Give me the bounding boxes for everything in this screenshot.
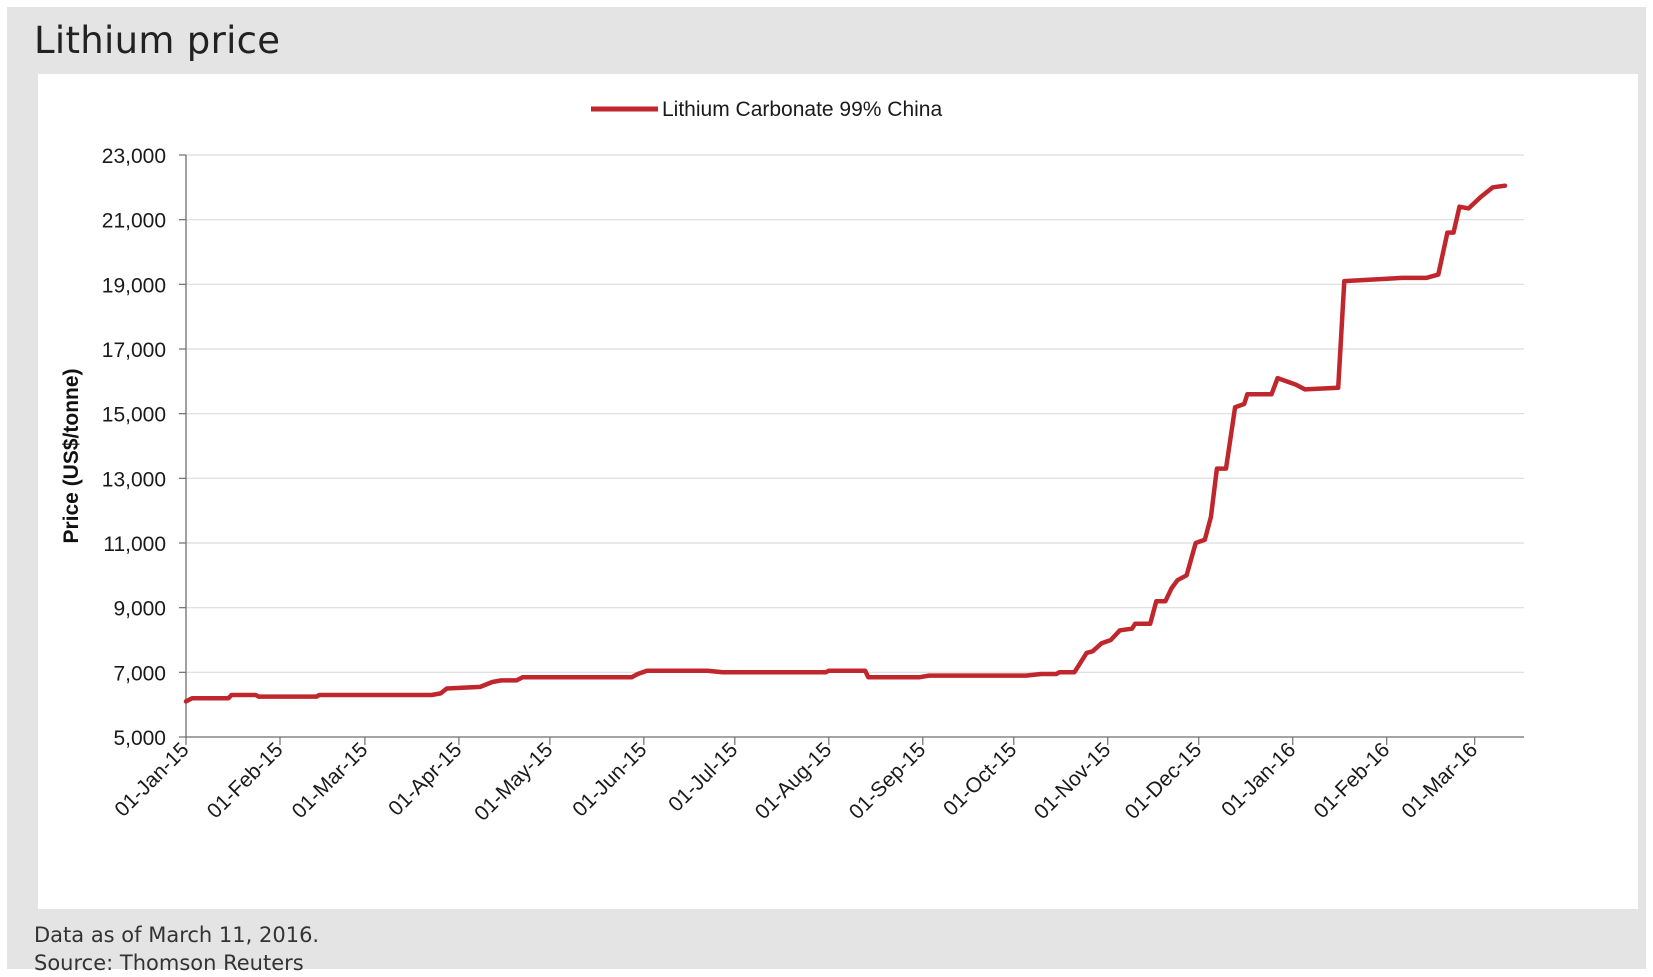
- x-tick-label: 01-Apr-15: [384, 738, 466, 820]
- y-tick-labels: 5,000 7,000 9,000 11,000 13,000 15,000 17,000 1…: [102, 145, 186, 750]
- legend: Lithium Carbonate 99% China: [591, 98, 942, 121]
- legend-label: Lithium Carbonate 99% China: [662, 98, 942, 121]
- y-tick-label: 13,000: [102, 468, 166, 491]
- x-tick-label: 01-May-15: [470, 738, 557, 825]
- x-tick-label: 01-Sep-15: [845, 738, 931, 824]
- x-tick-labels: 01-Jan-15 01-Feb-15 01-Mar-15 01-Apr-15 01-M…: [110, 737, 1482, 826]
- y-tick-label: 17,000: [102, 339, 166, 362]
- chart-panel: 5,000 7,000 9,000 11,000 13,000 15,000 17,000 1…: [38, 74, 1638, 909]
- x-tick-label: 01-Mar-16: [1397, 738, 1482, 823]
- x-tick-label: 01-Jan-16: [1217, 738, 1300, 821]
- gridlines: [186, 154, 1524, 673]
- series-line: [183, 183, 1508, 704]
- x-tick-label: 01-Feb-16: [1310, 738, 1395, 823]
- y-axis-label: Price (US$/tonne): [60, 368, 83, 543]
- series-lines: [183, 183, 1508, 704]
- y-tick-label: 15,000: [102, 404, 166, 427]
- y-tick-label: 23,000: [102, 145, 166, 168]
- y-tick-label: 21,000: [102, 210, 166, 233]
- y-tick-label: 7,000: [113, 662, 166, 685]
- y-tick-label: 11,000: [103, 533, 166, 556]
- x-tick-label: 01-Jun-15: [568, 738, 651, 821]
- y-tick-label: 9,000: [113, 598, 166, 621]
- x-tick-label: 01-Feb-15: [203, 738, 288, 823]
- y-tick-label: 5,000: [113, 727, 166, 750]
- chart-footer: Data as of March 11, 2016. Source: Thoms…: [34, 921, 319, 977]
- chart-title: Lithium price: [34, 19, 281, 62]
- x-tick-label: 01-Dec-15: [1121, 738, 1207, 824]
- chart-frame: Lithium price 5,000 7,000 9,000 11,000 13,00…: [7, 7, 1646, 975]
- x-tick-label: 01-Nov-15: [1030, 738, 1116, 824]
- x-tick-label: 01-Oct-15: [939, 738, 1021, 820]
- source-note: Source: Thomson Reuters: [34, 951, 304, 975]
- y-tick-label: 19,000: [102, 274, 166, 297]
- x-tick-label: 01-Jan-15: [110, 738, 193, 821]
- x-tick-label: 01-Aug-15: [751, 738, 837, 824]
- data-date-note: Data as of March 11, 2016.: [34, 923, 320, 947]
- line-chart: 5,000 7,000 9,000 11,000 13,000 15,000 17,000 1…: [60, 98, 1524, 826]
- x-tick-label: 01-Jul-15: [664, 738, 742, 816]
- x-tick-label: 01-Mar-15: [288, 738, 373, 823]
